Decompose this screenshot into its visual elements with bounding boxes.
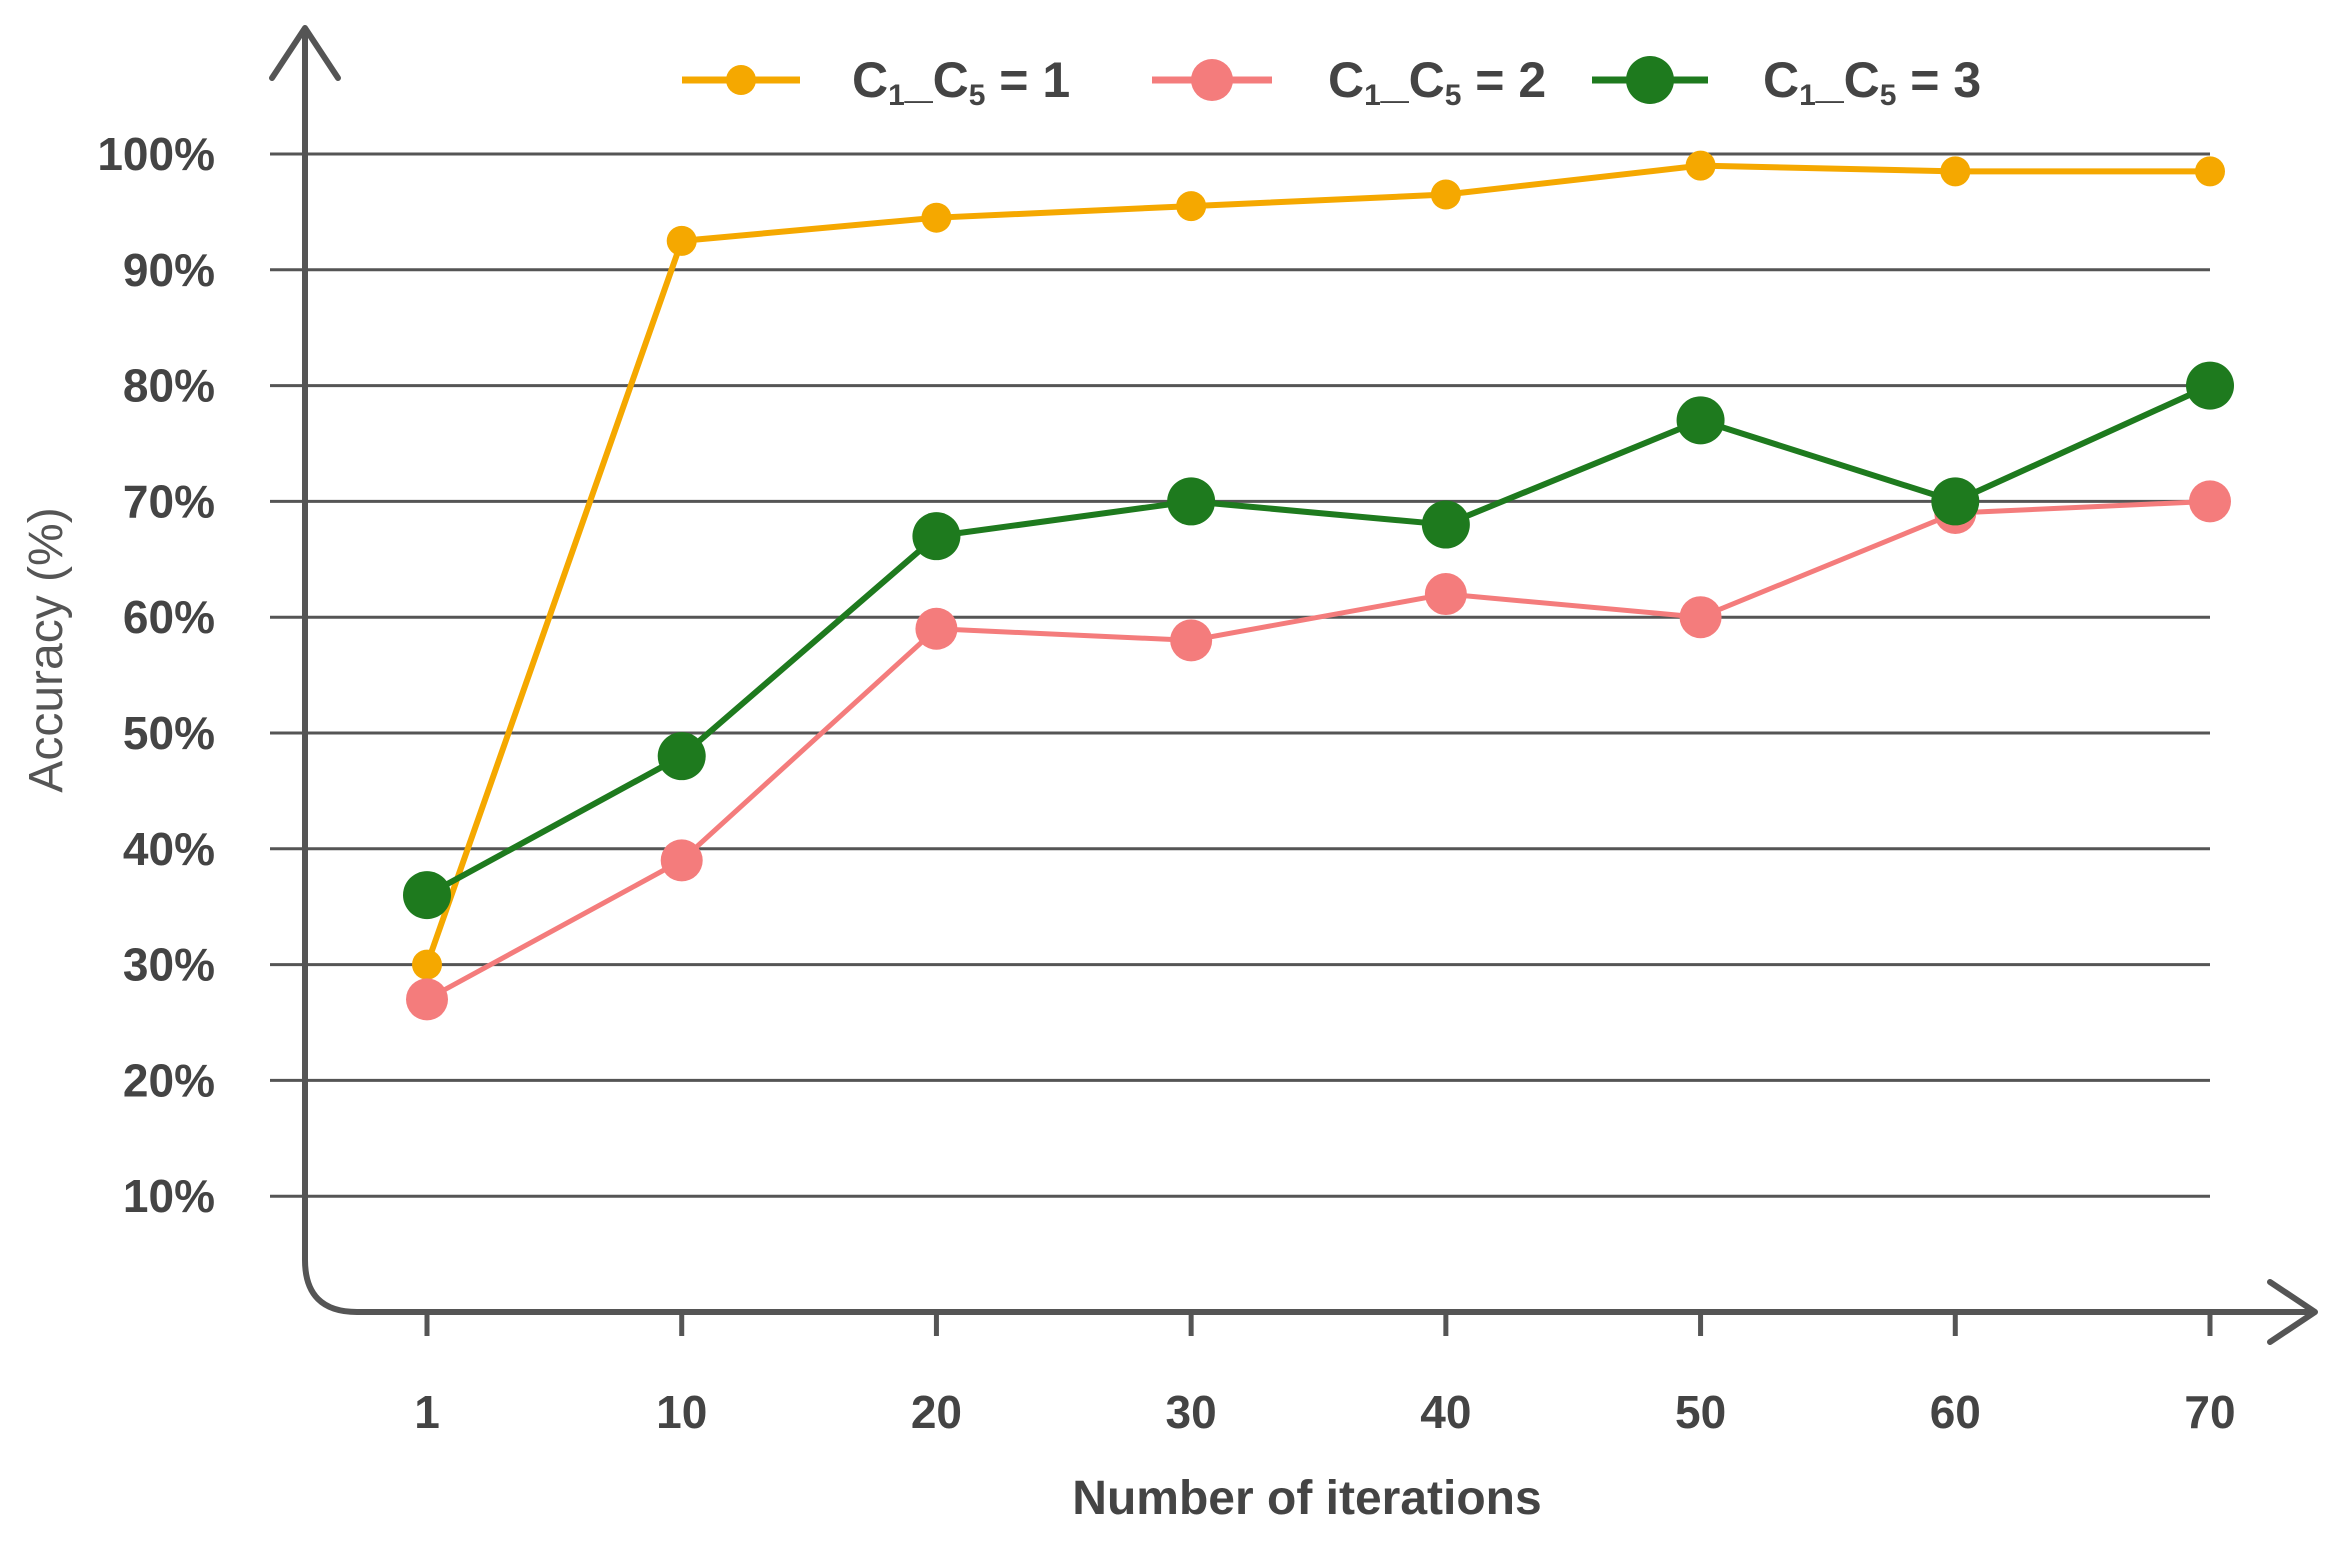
x-tick-label: 70: [2184, 1386, 2235, 1438]
data-point: [1421, 500, 1470, 549]
data-point: [2186, 361, 2234, 410]
y-tick-labels: 10% 20% 30% 40% 50% 60% 70% 80% 90% 100%: [97, 128, 215, 1222]
legend-label: C1_C5 = 1: [852, 52, 1070, 112]
legend-swatch-marker: [1191, 59, 1233, 101]
x-tick-label: 30: [1166, 1386, 1217, 1438]
data-point: [1176, 191, 1207, 222]
y-tick-label: 50%: [123, 707, 215, 759]
data-point: [666, 225, 697, 256]
y-tick-label: 70%: [123, 475, 215, 527]
data-point: [912, 512, 961, 561]
x-axis-title: Number of iterations: [1072, 1472, 1541, 1525]
y-axis-arrowhead: [269, 25, 341, 81]
series-3: [403, 361, 2234, 920]
axes: [269, 25, 2318, 1345]
data-point: [412, 949, 442, 980]
x-tick-label: 40: [1420, 1386, 1471, 1438]
y-axis-title: Accuracy (%): [20, 507, 73, 792]
x-tick-labels: 1 10 20 30 40 50 60 70: [414, 1386, 2235, 1438]
legend-swatch-marker: [726, 65, 756, 95]
x-tick-label: 60: [1930, 1386, 1981, 1438]
y-tick-label: 20%: [123, 1054, 215, 1106]
data-point: [657, 732, 706, 781]
data-point: [1430, 179, 1461, 210]
data-point: [1931, 477, 1980, 526]
data-point: [406, 978, 448, 1021]
series-line: [425, 382, 2212, 898]
x-tick-label: 10: [656, 1386, 707, 1438]
legend-item-1: C1_C5 = 1: [682, 52, 1070, 112]
y-axis-line: [302, 27, 2313, 1315]
legend: C1_C5 = 1 C1_C5 = 2 C1_C5 = 3: [682, 52, 1981, 112]
y-tick-label: 40%: [123, 823, 215, 875]
legend-swatch-marker: [1626, 56, 1674, 104]
data-point: [1676, 396, 1725, 445]
data-point: [1167, 477, 1216, 526]
data-point: [660, 839, 703, 882]
series: [403, 150, 2234, 1021]
legend-label: C1_C5 = 3: [1763, 52, 1981, 112]
y-tick-label: 90%: [123, 244, 215, 296]
data-point: [403, 871, 451, 920]
x-tick-label: 1: [414, 1386, 440, 1438]
data-point: [2195, 156, 2225, 187]
x-tick-label: 20: [911, 1386, 962, 1438]
y-tick-label: 100%: [97, 128, 215, 180]
data-point: [915, 607, 958, 650]
y-tick-label: 10%: [123, 1170, 215, 1222]
series-line: [424, 162, 2210, 966]
y-tick-label: 30%: [123, 939, 215, 991]
series-line: [425, 498, 2211, 1002]
legend-label: C1_C5 = 2: [1328, 52, 1546, 112]
data-point: [1679, 596, 1722, 639]
x-tick-label: 50: [1675, 1386, 1726, 1438]
gridlines: [270, 152, 2210, 1198]
x-axis-arrowhead: [2267, 1279, 2318, 1345]
y-tick-label: 60%: [123, 591, 215, 643]
legend-item-2: C1_C5 = 2: [1152, 52, 1546, 112]
data-point: [1940, 156, 1971, 187]
data-point: [1170, 619, 1213, 662]
data-point: [2189, 480, 2231, 523]
legend-item-3: C1_C5 = 3: [1592, 52, 1981, 112]
series-1: [412, 150, 2225, 980]
data-point: [921, 202, 952, 233]
data-point: [1685, 150, 1716, 181]
data-point: [1424, 573, 1467, 616]
y-tick-label: 80%: [123, 360, 215, 412]
